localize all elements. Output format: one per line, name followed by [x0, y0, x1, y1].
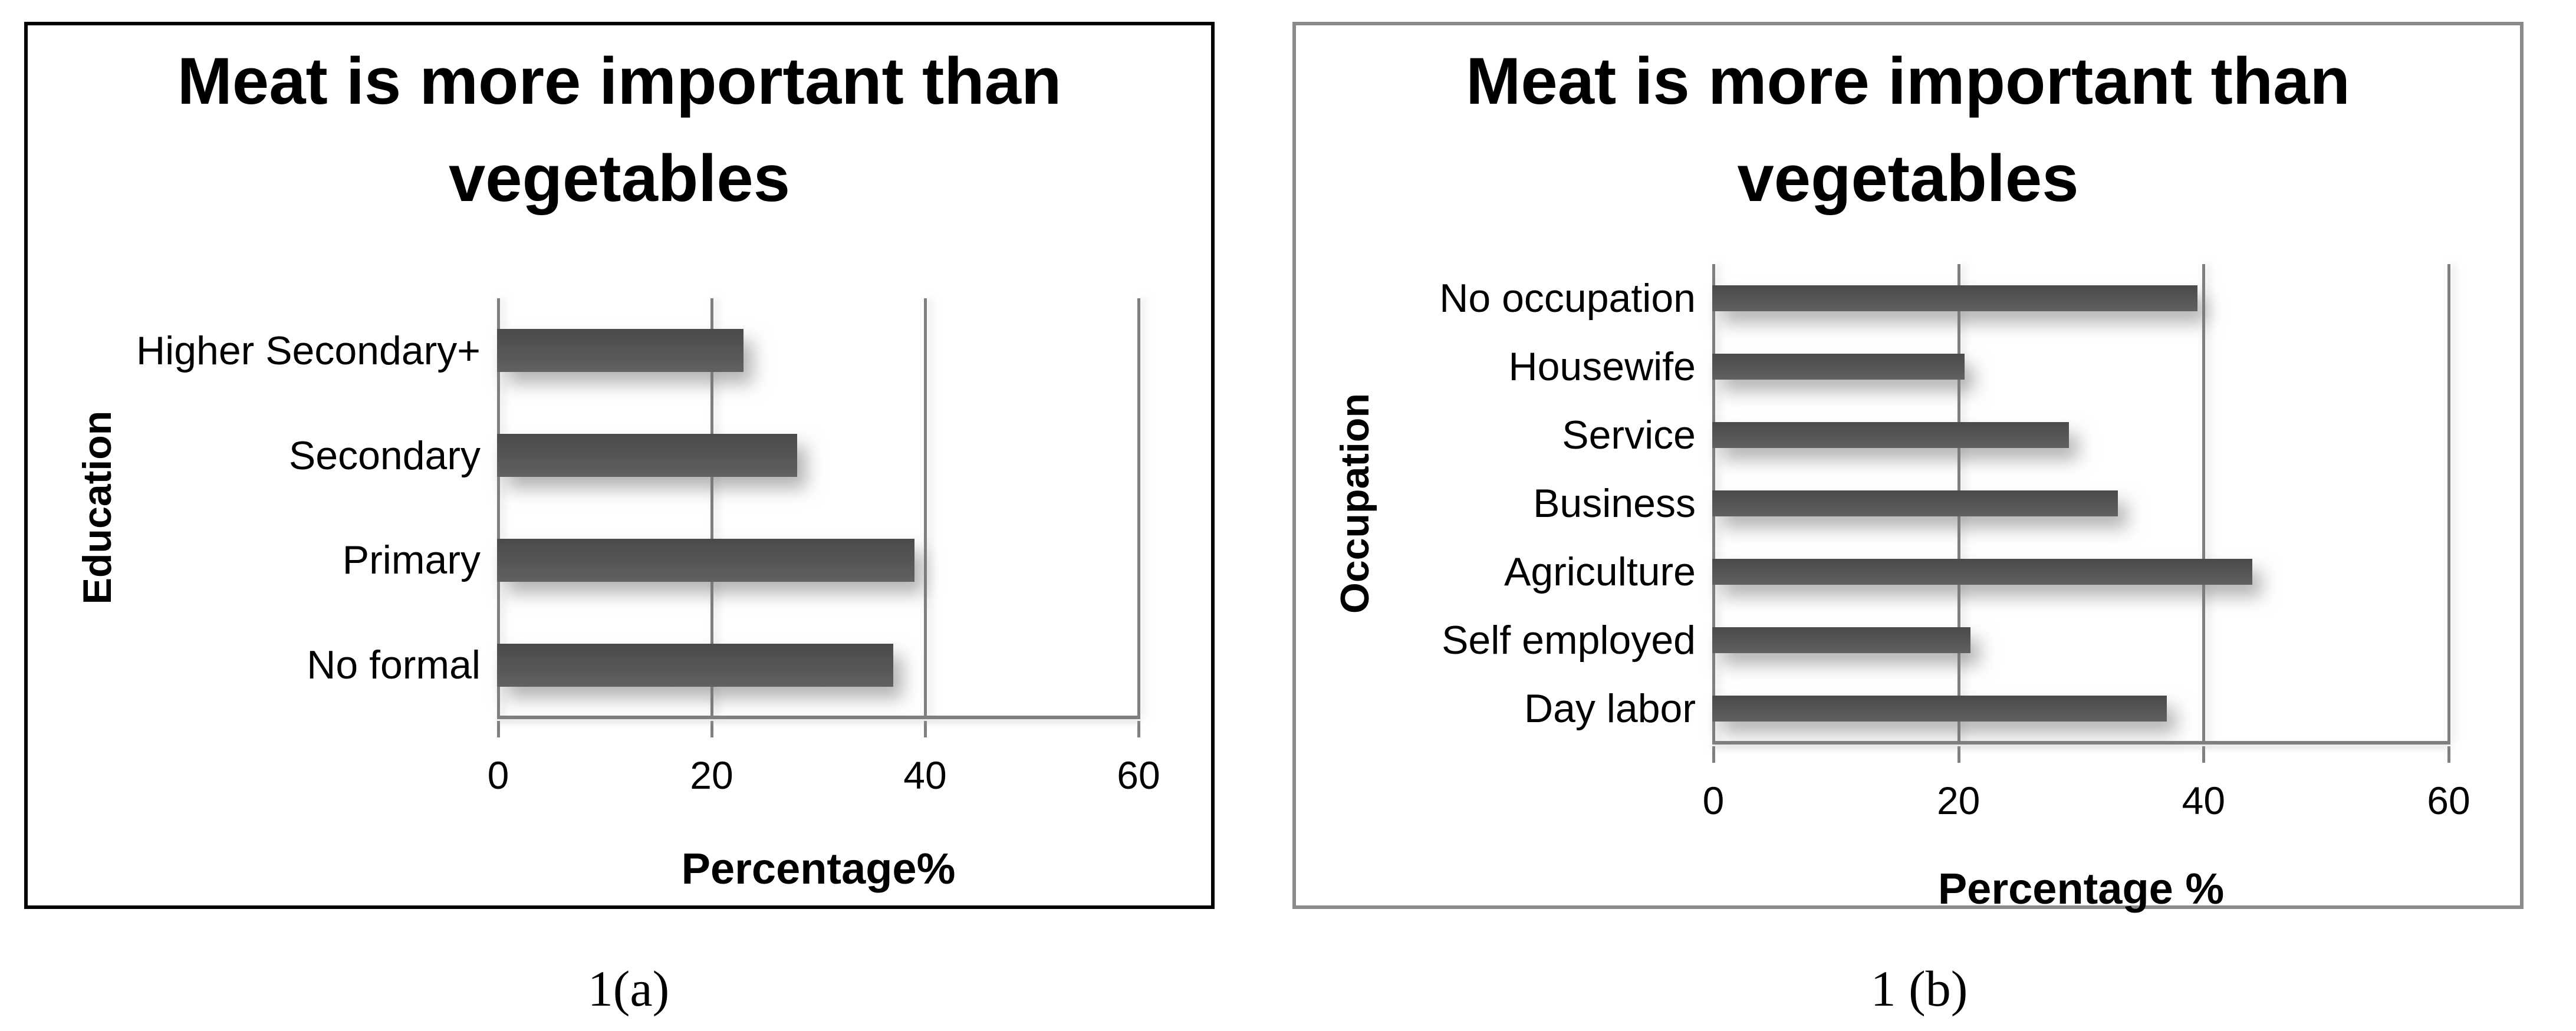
x-axis-line	[497, 716, 1140, 719]
category-label: Agriculture	[1504, 549, 1696, 594]
category-label: Day labor	[1524, 686, 1696, 731]
x-axis-title-percentage: Percentage%	[681, 844, 956, 893]
bar	[1712, 354, 1965, 380]
x-axis-line	[1712, 741, 2450, 745]
gridline-x-20	[710, 298, 713, 717]
category-label: No formal	[307, 643, 481, 688]
education-chart-panel: Meat is more important than vegetables E…	[24, 22, 1215, 909]
x-axis-tick-mark	[710, 721, 713, 737]
x-axis-tick-mark	[2447, 746, 2450, 763]
bar	[1712, 696, 2167, 722]
chart-title: Meat is more important than vegetables	[177, 44, 1062, 215]
bar	[1712, 490, 2118, 516]
x-axis-tick-label: 20	[1936, 779, 1980, 822]
gridline-x-40	[924, 298, 927, 717]
gridline-x-60	[2447, 264, 2450, 743]
bar	[497, 539, 914, 582]
x-axis-tick-mark	[2202, 746, 2206, 763]
x-axis-tick-label: 40	[903, 753, 947, 797]
bar	[1712, 285, 2197, 311]
bar	[1712, 559, 2252, 585]
category-labels: No occupation Housewife Service Business Agr…	[1308, 264, 1696, 743]
category-label: Service	[1562, 413, 1696, 457]
x-axis-tick-mark	[497, 721, 500, 737]
bar	[1712, 627, 1970, 653]
gridline-x-40	[2202, 264, 2206, 743]
plot-area: 0 20 40 60	[1703, 264, 2470, 822]
x-axis-tick-mark	[1137, 721, 1140, 737]
x-axis-tick-label: 0	[1702, 779, 1725, 822]
gridline-x-0	[497, 298, 500, 717]
x-axis-tick-mark	[1957, 746, 1960, 763]
x-axis-tick-label: 0	[487, 753, 509, 797]
bar	[497, 329, 743, 372]
figure-caption-1b: 1 (b)	[1870, 960, 1968, 1017]
category-label: Business	[1533, 481, 1696, 526]
gridline-x-60	[1137, 298, 1140, 717]
x-axis-tick-label: 20	[690, 753, 733, 797]
bar	[497, 644, 893, 687]
category-label: Primary	[342, 538, 481, 583]
x-axis-tick-mark	[1712, 746, 1715, 763]
chart-title: Meat is more important than vegetables	[1466, 44, 2350, 215]
category-label: Secondary	[288, 433, 481, 478]
category-label: Higher Secondary+	[136, 328, 481, 373]
x-axis-tick-label: 60	[2427, 779, 2470, 822]
plot-area: 0 20 40 60	[488, 298, 1160, 797]
category-labels: Higher Secondary+ Secondary Primary No form…	[40, 298, 481, 717]
x-axis-tick-label: 40	[2182, 779, 2226, 822]
category-label: Housewife	[1508, 344, 1696, 389]
x-axis-tick-label: 60	[1117, 753, 1160, 797]
x-axis-tick-mark	[924, 721, 927, 737]
bar	[1712, 422, 2069, 448]
figure-caption-1a: 1(a)	[587, 960, 670, 1017]
category-label: No occupation	[1439, 276, 1696, 321]
x-axis-title-percentage: Percentage %	[1937, 864, 2225, 913]
category-label: Self employed	[1442, 618, 1696, 663]
bar	[497, 434, 797, 477]
occupation-chart-panel: Meat is more important than vegetables O…	[1292, 22, 2524, 913]
